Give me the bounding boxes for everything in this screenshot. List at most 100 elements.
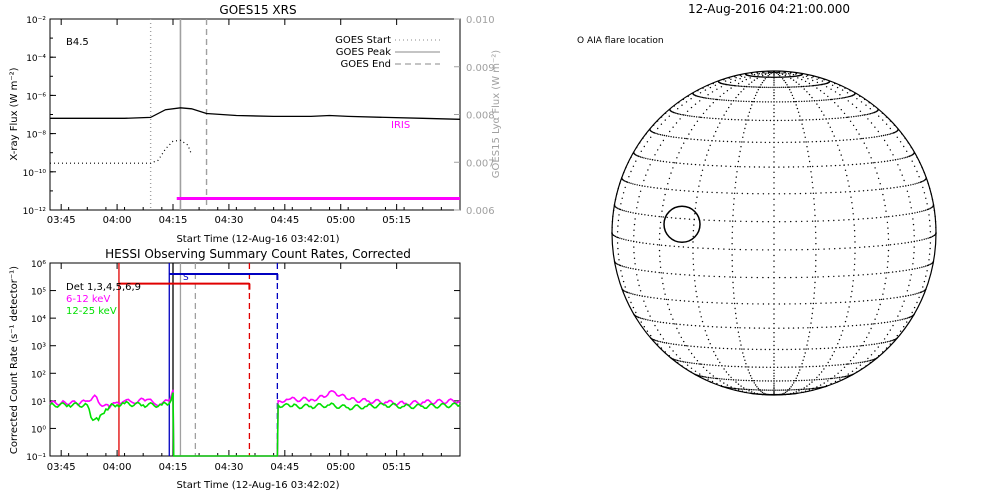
longitude-dot bbox=[716, 382, 718, 385]
latitude-dot bbox=[807, 248, 809, 251]
latitude-dot bbox=[763, 389, 766, 391]
latitude-dot bbox=[855, 163, 858, 165]
longitude-dot bbox=[893, 132, 895, 134]
longitude-dot bbox=[853, 269, 855, 271]
longitude-dot bbox=[810, 171, 812, 173]
longitude-dot bbox=[820, 110, 823, 113]
latitude-dot bbox=[709, 98, 711, 100]
latitude-dot bbox=[756, 141, 758, 143]
longitude-dot bbox=[908, 316, 911, 319]
latitude-dot bbox=[729, 326, 732, 329]
latitude-dot bbox=[672, 323, 674, 325]
goes-x-tick-label: 05:15 bbox=[382, 215, 411, 226]
longitude-dot bbox=[617, 219, 620, 222]
latitude-dot bbox=[752, 389, 754, 391]
longitude-dot bbox=[620, 203, 622, 205]
latitude-dot bbox=[803, 379, 805, 382]
longitude-dot bbox=[685, 137, 687, 140]
longitude-dot bbox=[698, 306, 700, 308]
longitude-dot bbox=[816, 81, 819, 84]
longitude-dot bbox=[885, 123, 888, 125]
latitude-dot bbox=[655, 132, 657, 135]
longitude-dot bbox=[751, 104, 753, 106]
longitude-dot bbox=[611, 232, 613, 234]
longitude-dot bbox=[690, 371, 692, 373]
latitude-dot bbox=[889, 187, 892, 189]
latitude-dot bbox=[792, 327, 795, 329]
longitude-dot bbox=[847, 180, 849, 182]
latitude-dot bbox=[880, 322, 883, 324]
longitude-dot bbox=[630, 170, 632, 173]
longitude-dot bbox=[716, 88, 718, 91]
longitude-dot bbox=[846, 363, 849, 365]
latitude-dot bbox=[790, 220, 792, 223]
longitude-dot bbox=[814, 287, 816, 289]
latitude-dot bbox=[663, 188, 666, 190]
goes-y-tick-label: 10⁻⁸ bbox=[26, 131, 46, 141]
longitude-dot bbox=[733, 297, 735, 299]
latitude-dot bbox=[649, 243, 651, 245]
latitude-dot bbox=[861, 361, 863, 363]
longitude-dot bbox=[773, 308, 775, 310]
longitude-dot bbox=[740, 91, 742, 93]
latitude-dot bbox=[787, 119, 790, 122]
latitude-dot bbox=[863, 246, 866, 248]
latitude-dot bbox=[683, 190, 686, 192]
latitude-dot bbox=[762, 303, 765, 305]
latitude-dot bbox=[741, 366, 743, 368]
longitude-dot bbox=[773, 332, 775, 334]
longitude-dot bbox=[618, 259, 620, 261]
latitude-dot bbox=[720, 165, 723, 167]
longitude-dot bbox=[733, 198, 735, 200]
goes-legend: GOES Start GOES Peak GOES End bbox=[335, 35, 440, 70]
latitude-dot bbox=[767, 249, 769, 251]
longitude-dot bbox=[929, 225, 931, 227]
goes-x-ticks: 03:45 04:00 04:15 04:30 04:45 05:00 05:15 bbox=[47, 19, 461, 226]
longitude-dot bbox=[616, 242, 619, 244]
latitude-dot bbox=[784, 221, 786, 223]
longitude-dot bbox=[662, 204, 664, 207]
latitude-dot bbox=[884, 341, 887, 343]
longitude-dot bbox=[874, 126, 876, 128]
longitude-dot bbox=[897, 128, 899, 131]
longitude-dot bbox=[704, 379, 707, 381]
longitude-dot bbox=[693, 269, 695, 271]
latitude-dot bbox=[684, 274, 686, 276]
longitude-dot bbox=[767, 75, 769, 77]
longitude-dot bbox=[626, 181, 628, 183]
longitude-dot bbox=[815, 265, 817, 267]
latitude-dot bbox=[627, 211, 629, 213]
latitude-dot bbox=[891, 132, 893, 135]
longitude-dot bbox=[807, 390, 809, 393]
latitude-dot bbox=[794, 86, 796, 88]
latitude-dot bbox=[897, 243, 899, 245]
longitude-dot bbox=[773, 226, 775, 228]
longitude-dot bbox=[854, 252, 856, 254]
longitude-dot bbox=[847, 311, 849, 313]
latitude-dot bbox=[825, 99, 827, 101]
longitude-dot bbox=[868, 152, 870, 154]
longitude-dot bbox=[787, 393, 789, 395]
longitude-dot bbox=[686, 110, 689, 113]
longitude-dot bbox=[745, 388, 747, 391]
latitude-dot bbox=[820, 192, 822, 194]
longitude-dot bbox=[807, 74, 809, 77]
latitude-dot bbox=[700, 346, 702, 348]
longitude-dot bbox=[699, 311, 701, 313]
latitude-dot bbox=[919, 211, 921, 213]
latitude-dot bbox=[825, 192, 827, 194]
latitude-dot bbox=[843, 219, 845, 221]
latitude-dot bbox=[882, 188, 885, 190]
longitude-dot bbox=[657, 149, 659, 151]
longitude-dot bbox=[859, 364, 862, 366]
latitude-dot bbox=[736, 388, 738, 390]
latitude-dot bbox=[843, 275, 845, 277]
longitude-dot bbox=[719, 380, 721, 382]
longitude-dot bbox=[649, 315, 651, 317]
longitude-dot bbox=[724, 80, 727, 82]
longitude-dot bbox=[683, 142, 685, 144]
longitude-dot bbox=[672, 111, 675, 114]
longitude-dot bbox=[876, 172, 878, 174]
longitude-dot bbox=[869, 362, 871, 364]
latitude-dot bbox=[865, 114, 867, 116]
